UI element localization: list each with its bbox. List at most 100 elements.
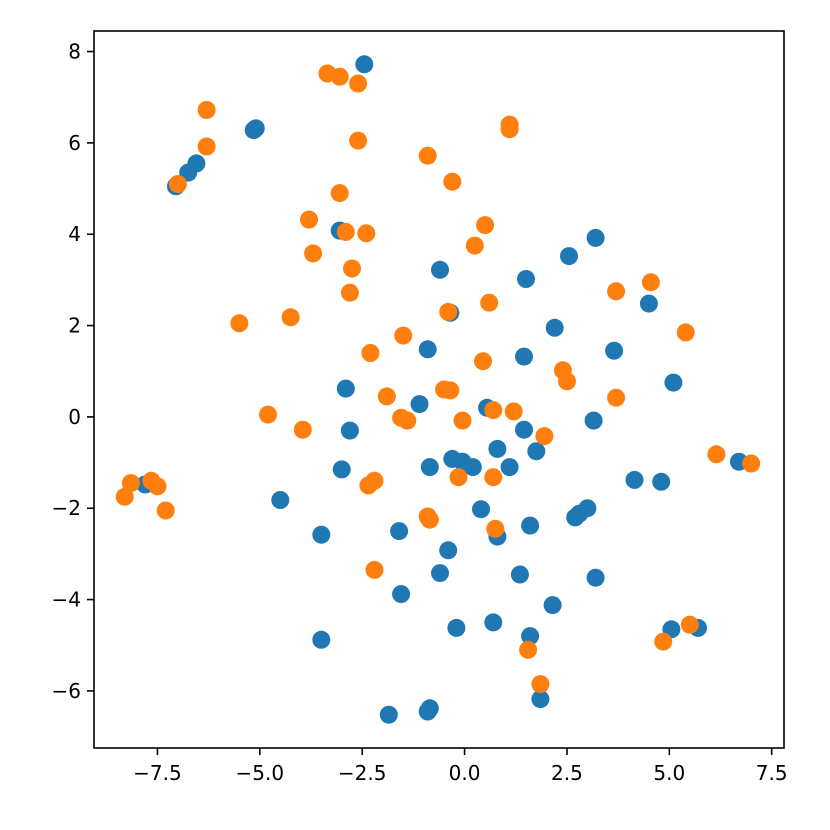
data-point <box>515 347 533 366</box>
data-point <box>420 510 439 529</box>
data-point <box>515 420 533 439</box>
data-point <box>474 352 492 371</box>
data-point <box>330 184 349 203</box>
y-tick-label: 4 <box>68 222 81 246</box>
data-point <box>584 411 603 430</box>
data-point <box>392 585 411 604</box>
axes-frame <box>93 30 785 749</box>
data-point <box>259 405 277 424</box>
data-point <box>357 224 376 243</box>
data-point <box>484 401 503 420</box>
data-point <box>179 163 198 182</box>
data-point <box>379 705 398 724</box>
data-point <box>480 293 499 312</box>
data-point <box>431 260 449 279</box>
data-point <box>390 522 409 541</box>
data-point <box>680 615 699 634</box>
data-point <box>664 373 683 392</box>
data-point <box>312 525 331 544</box>
data-point <box>676 323 695 342</box>
data-point <box>340 421 359 440</box>
data-point <box>484 468 503 487</box>
data-point <box>560 247 578 266</box>
data-point <box>246 119 265 138</box>
data-point <box>521 516 540 535</box>
data-point <box>271 491 290 509</box>
series-2 <box>115 64 761 694</box>
data-point <box>654 632 673 651</box>
data-point <box>519 640 538 659</box>
data-point <box>156 501 175 520</box>
data-point <box>605 341 624 360</box>
data-point <box>343 259 361 278</box>
data-point <box>281 308 300 327</box>
data-point <box>531 690 550 709</box>
data-point <box>394 326 413 345</box>
data-point <box>453 411 472 430</box>
data-point <box>355 55 374 74</box>
x-tick-label: 2.5 <box>551 761 583 785</box>
data-point <box>652 472 671 491</box>
x-tick-label: 0.0 <box>449 761 481 785</box>
data-point <box>639 294 658 313</box>
data-point <box>377 387 396 406</box>
data-point <box>148 477 167 496</box>
y-tick-label: 6 <box>68 131 81 155</box>
data-point <box>566 508 585 527</box>
data-point <box>441 381 460 400</box>
data-point <box>517 270 535 288</box>
data-point <box>340 283 359 302</box>
y-tick-label: 8 <box>68 40 81 64</box>
data-point <box>500 458 519 477</box>
data-point <box>586 228 605 247</box>
data-point <box>488 439 507 458</box>
data-point <box>558 372 576 391</box>
data-point <box>312 630 331 649</box>
data-point <box>742 454 761 473</box>
data-point <box>410 395 429 414</box>
data-point <box>168 175 187 193</box>
data-point <box>336 379 355 398</box>
data-point <box>449 468 468 487</box>
data-point <box>439 302 458 321</box>
data-point <box>431 564 449 583</box>
data-point <box>607 388 626 407</box>
data-point <box>197 101 216 119</box>
data-point <box>472 500 490 519</box>
data-point <box>543 596 562 615</box>
data-point <box>641 273 660 292</box>
data-point <box>484 613 503 632</box>
data-point <box>510 565 529 584</box>
y-axis: −6 −4 −2 0 2 4 6 8 <box>52 40 94 703</box>
x-tick-label: −2.5 <box>338 761 387 785</box>
data-point <box>418 702 437 721</box>
y-tick-label: 2 <box>68 314 81 338</box>
data-point <box>521 627 540 646</box>
data-point <box>527 442 546 461</box>
x-tick-label: 7.5 <box>756 761 788 785</box>
data-point <box>330 67 349 86</box>
series-layer <box>115 55 761 724</box>
data-point <box>707 445 726 464</box>
data-point <box>300 210 318 229</box>
data-point <box>586 568 605 587</box>
y-tick-label: −4 <box>52 588 81 612</box>
data-point <box>121 474 140 493</box>
data-point <box>531 675 550 694</box>
data-point <box>365 560 384 579</box>
data-point <box>504 402 523 421</box>
x-axis: −7.5 −5.0 −2.5 0.0 2.5 5.0 7.5 <box>133 748 788 785</box>
data-point <box>230 314 249 333</box>
data-point <box>332 460 351 479</box>
data-point <box>418 146 437 165</box>
data-point <box>418 340 437 359</box>
data-point <box>420 458 439 477</box>
data-point <box>486 519 505 538</box>
data-point <box>439 541 458 560</box>
data-point <box>336 222 355 241</box>
data-point <box>359 476 378 495</box>
data-point <box>607 282 626 301</box>
data-point <box>545 318 564 337</box>
data-point <box>476 216 495 235</box>
